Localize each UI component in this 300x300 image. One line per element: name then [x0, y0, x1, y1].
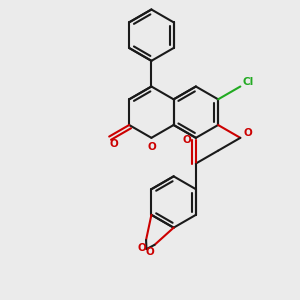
Text: O: O [244, 128, 252, 139]
Text: O: O [146, 248, 154, 257]
Text: O: O [137, 243, 146, 253]
Text: O: O [109, 139, 118, 149]
Text: Cl: Cl [242, 77, 253, 87]
Text: O: O [182, 135, 191, 146]
Text: O: O [147, 142, 156, 152]
